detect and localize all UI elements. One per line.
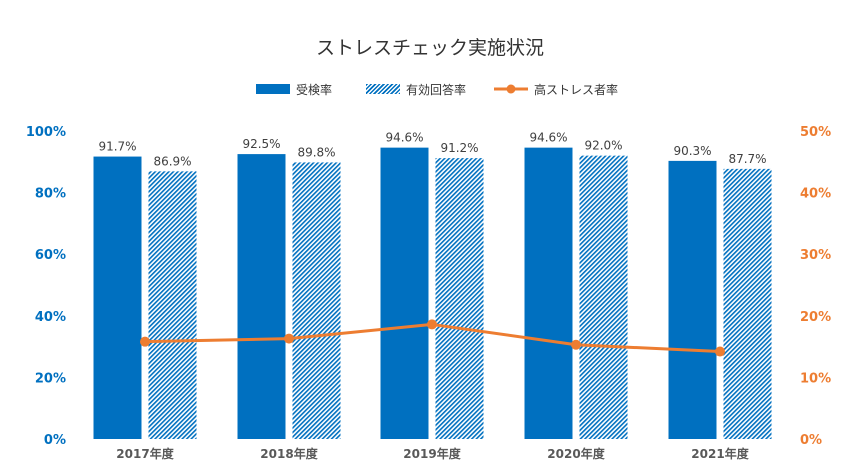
data-label-valid-response-rate: 91.2%	[440, 141, 478, 155]
bar-exam-rate	[668, 160, 717, 439]
marker-high-stress-rate	[715, 346, 725, 357]
bar-valid-response-rate	[292, 162, 341, 439]
y-right-tick-label: 20%	[800, 310, 831, 325]
y-right-tick-label: 40%	[800, 187, 831, 202]
y-right-tick-label: 50%	[800, 125, 831, 140]
marker-high-stress-rate	[571, 339, 581, 350]
x-tick-label: 2020年度	[547, 446, 605, 461]
data-label-valid-response-rate: 89.8%	[297, 145, 335, 159]
y-left-tick-label: 60%	[35, 248, 66, 263]
x-tick-label: 2019年度	[403, 446, 461, 461]
y-right-tick-label: 0%	[800, 433, 822, 448]
data-label-exam-rate: 94.6%	[529, 131, 567, 145]
bar-exam-rate	[524, 147, 573, 439]
y-left-tick-label: 20%	[35, 371, 66, 386]
marker-high-stress-rate	[427, 319, 437, 330]
data-label-exam-rate: 91.7%	[98, 140, 136, 154]
data-label-valid-response-rate: 92.0%	[584, 139, 622, 153]
legend-item-valid-response-rate: 有効回答率	[366, 80, 466, 98]
data-label-exam-rate: 92.5%	[242, 137, 280, 151]
marker-high-stress-rate	[140, 336, 150, 347]
y-right-tick-label: 30%	[800, 248, 831, 263]
y-left-tick-label: 80%	[35, 187, 66, 202]
bar-exam-rate	[237, 154, 286, 439]
bar-valid-response-rate	[723, 168, 772, 439]
legend-label-valid-response-rate: 有効回答率	[406, 82, 467, 97]
x-tick-label: 2018年度	[260, 446, 318, 461]
bar-valid-response-rate	[579, 155, 628, 439]
chart-title: ストレスチェック実施状況	[315, 37, 544, 59]
data-label-exam-rate: 90.3%	[673, 144, 711, 158]
legend-swatch-exam-rate	[256, 84, 290, 94]
marker-high-stress-rate	[284, 333, 294, 344]
bar-valid-response-rate	[435, 158, 484, 439]
legend-swatch-high-stress-rate	[494, 82, 528, 96]
y-left-tick-label: 0%	[44, 433, 66, 448]
y-left-tick-label: 100%	[26, 125, 66, 140]
data-label-exam-rate: 94.6%	[385, 131, 423, 145]
legend-label-high-stress-rate: 高ストレス者率	[534, 82, 619, 97]
x-tick-label: 2017年度	[116, 446, 174, 461]
data-label-valid-response-rate: 86.9%	[153, 154, 191, 168]
bar-valid-response-rate	[148, 171, 197, 439]
legend-item-high-stress-rate: 高ストレス者率	[494, 80, 618, 98]
legend-item-exam-rate: 受検率	[256, 80, 332, 98]
legend-swatch-valid-response-rate	[366, 84, 400, 94]
legend: 受検率 有効回答率 高ストレス者率	[0, 80, 860, 98]
legend-label-exam-rate: 受検率	[296, 82, 333, 97]
bar-exam-rate	[93, 156, 142, 439]
data-label-valid-response-rate: 87.7%	[728, 152, 766, 166]
bar-exam-rate	[380, 147, 429, 439]
y-right-tick-label: 10%	[800, 371, 831, 386]
y-left-tick-label: 40%	[35, 310, 66, 325]
x-tick-label: 2021年度	[691, 446, 749, 461]
